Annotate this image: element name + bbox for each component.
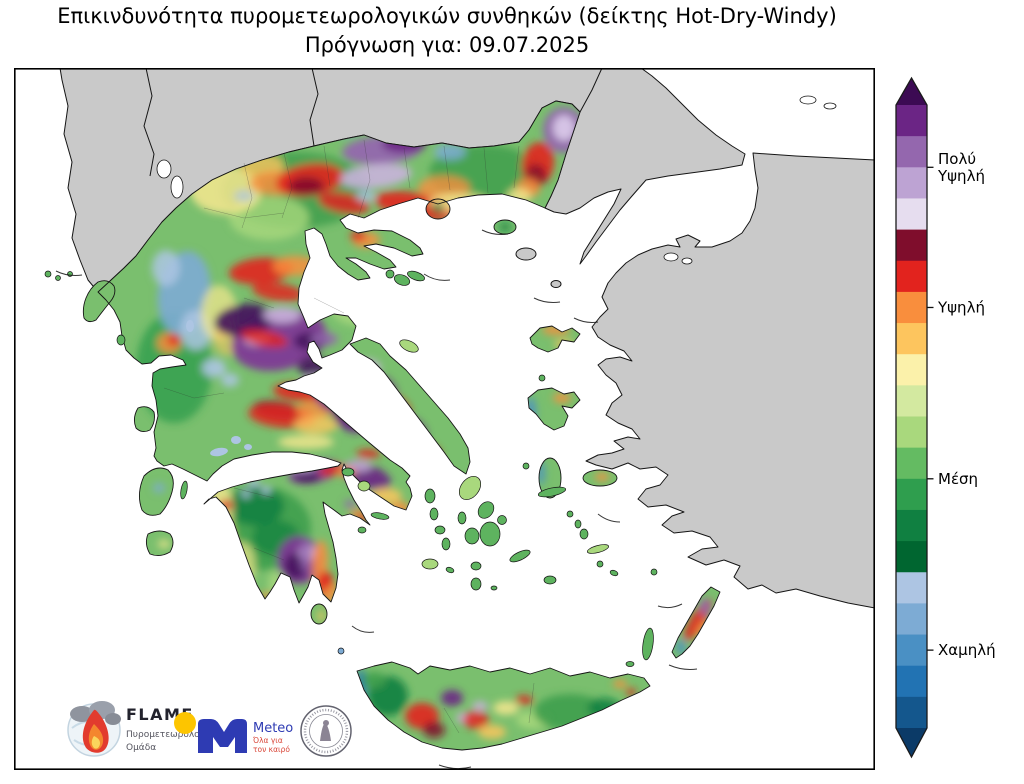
map-panel: FLAME Πυρομετεωρολογική Ομάδα Meteo Όλα … <box>13 67 876 771</box>
title-line-2: Πρόγνωση για: 09.07.2025 <box>304 33 590 57</box>
flame-logo-subtitle1: Πυρομετεωρολογική <box>126 730 219 740</box>
lakes-white <box>156 95 837 265</box>
colorbar-outline <box>895 76 928 759</box>
neighbor-borders <box>143 67 603 177</box>
neighbor-countries <box>13 67 876 609</box>
colorbar-segment <box>896 665 927 698</box>
greece-hdw-map: FLAME Πυρομετεωρολογική Ομάδα Meteo Όλα … <box>13 67 876 771</box>
colorbar-label: Πολύ Υψηλή <box>937 150 985 185</box>
colorbar-segment <box>896 385 927 418</box>
map-frame <box>14 68 876 771</box>
colorbar-segment <box>896 229 927 262</box>
colorbar-extend-bottom <box>896 728 927 757</box>
colorbar-segment <box>896 541 927 573</box>
colorbar-segment <box>896 291 927 324</box>
colorbar-segment <box>896 603 927 636</box>
colorbar-scale: Πολύ Υψηλή Υψηλή Μέση Χαμηλή <box>895 76 996 759</box>
colorbar-segment <box>896 167 927 200</box>
meteo-dot-icon <box>174 712 196 734</box>
flame-logo-subtitle2: Ομάδα <box>126 743 156 753</box>
meteo-m-icon <box>198 719 247 753</box>
greek-lakes <box>186 320 252 457</box>
colorbar-segment <box>896 696 927 729</box>
colorbar-segment <box>896 260 927 293</box>
colorbar-label: Υψηλή <box>937 298 985 316</box>
colorbar-segment <box>896 447 927 480</box>
colorbar-segment <box>896 572 927 604</box>
colorbar-segment <box>896 509 927 542</box>
colorbar-segment <box>896 198 927 231</box>
sea-current-arcs <box>55 229 698 770</box>
colorbar-segment <box>896 634 927 667</box>
meteo-logo-subtitle2: τον καιρό <box>253 745 290 754</box>
tenedos-island <box>550 280 562 288</box>
colorbar-segment <box>896 478 927 511</box>
anatolia-land <box>585 152 876 609</box>
title-line-1: Επικινδυνότητα πυρομετεωρολογικών συνθηκ… <box>57 4 837 28</box>
colorbar-segment <box>896 323 927 355</box>
meteo-logo-subtitle1: Όλα για <box>252 736 283 745</box>
colorbar-label: Χαμηλή <box>938 641 996 659</box>
meteo-logo-title: Meteo <box>253 721 293 736</box>
colorbar-extend-top <box>896 78 927 105</box>
small-islands <box>44 269 658 667</box>
colorbar-segment <box>896 354 927 386</box>
gokceada-island <box>515 247 537 261</box>
meteo-logo: Meteo Όλα για τον καιρό <box>174 712 293 754</box>
colorbar: Πολύ Υψηλή Υψηλή Μέση Χαμηλή <box>880 59 1024 775</box>
colorbar-segment <box>896 416 927 449</box>
colorbar-segment <box>896 105 927 137</box>
map-title: Επικινδυνότητα πυρομετεωρολογικών συνθηκ… <box>14 2 880 60</box>
prefecture-borders <box>163 139 535 734</box>
colorbar-segment <box>896 136 927 168</box>
observatory-seal-logo <box>300 705 352 757</box>
colorbar-label: Μέση <box>938 470 978 488</box>
